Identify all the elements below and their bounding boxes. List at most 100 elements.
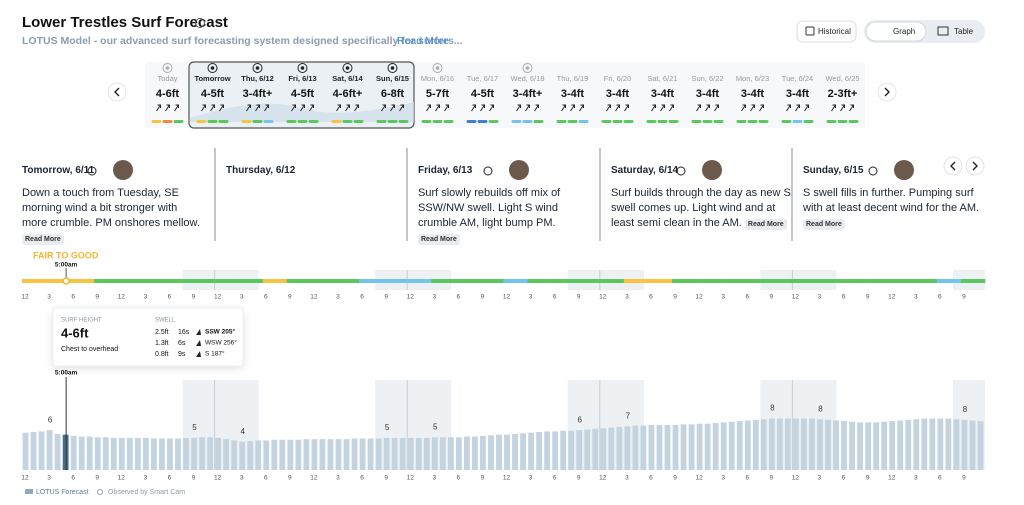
value-label: 8	[770, 404, 775, 413]
time-label: 3	[240, 475, 244, 482]
time-label: 6	[553, 475, 557, 482]
time-label: 3	[336, 475, 340, 482]
time-label: 3	[818, 294, 822, 301]
bar	[399, 437, 406, 470]
time-label: 6	[842, 294, 846, 301]
bar	[640, 425, 647, 470]
star-icon	[525, 66, 530, 70]
rating-segment	[623, 279, 649, 283]
graph-button[interactable]	[865, 21, 927, 42]
condition-bar	[196, 120, 207, 123]
day-height: 4-5ft	[291, 88, 315, 100]
bar	[552, 431, 559, 470]
read-more[interactable]: Read More	[803, 219, 845, 230]
day-height: 5-7ft	[426, 88, 450, 100]
rating-segment	[46, 279, 71, 283]
icon	[972, 161, 978, 171]
bar	[142, 437, 149, 470]
wind-arrow	[165, 104, 170, 112]
report-body: Down a touch from Tuesday, SE morning wi…	[22, 187, 200, 229]
next-report[interactable]	[965, 156, 985, 176]
swell-height: 2.5ft	[155, 329, 169, 336]
info-icon[interactable]	[195, 18, 205, 28]
forecaster-avatar	[113, 160, 133, 180]
bar	[223, 439, 230, 470]
condition-bar	[162, 120, 173, 123]
bar	[712, 423, 719, 470]
time-label: 12	[503, 475, 511, 482]
day-height: 4-6ft	[156, 88, 180, 100]
condition-bar	[308, 120, 319, 123]
day-label: Fri, 6/13	[288, 74, 316, 83]
report-body: Surf slowly rebuilds off mix of SSW/NW s…	[418, 187, 561, 229]
star-icon	[345, 66, 350, 70]
read-more[interactable]: Read More	[397, 35, 449, 47]
rating-segment	[696, 279, 721, 283]
next-button[interactable]	[877, 82, 897, 102]
time-label: 12	[21, 475, 29, 482]
bar	[159, 438, 165, 470]
wind-arrow	[696, 104, 701, 112]
rating-segment	[118, 279, 143, 283]
prev-report[interactable]	[943, 156, 963, 176]
condition-bar	[286, 120, 297, 123]
bar	[672, 425, 679, 470]
bar	[439, 437, 446, 470]
swell-arrow	[196, 351, 201, 357]
bar	[496, 434, 502, 470]
bar	[632, 425, 639, 470]
wind-arrow	[714, 104, 719, 112]
day-label: Sun, 6/15	[376, 74, 409, 83]
rating-segment	[912, 279, 938, 283]
read-more[interactable]: Read More	[744, 219, 787, 230]
bar	[784, 418, 791, 470]
time-label: 6	[71, 475, 75, 482]
report-body: S swell fills in further. Pumping surf w…	[803, 187, 980, 214]
bar	[447, 437, 454, 470]
star-icon	[162, 63, 173, 73]
historical-button[interactable]	[796, 20, 857, 43]
time-label: 6	[264, 475, 268, 482]
swell-period: 9s	[178, 351, 186, 358]
time-label: 9	[962, 475, 966, 482]
bar	[215, 437, 222, 470]
bar	[889, 421, 896, 470]
condition-bar	[623, 120, 634, 123]
bar	[680, 424, 687, 470]
rating-segment	[70, 279, 95, 283]
icon	[884, 87, 890, 97]
bar	[977, 421, 984, 470]
prev-button[interactable]	[107, 82, 127, 102]
read-more[interactable]: Read More	[22, 234, 64, 245]
bar	[688, 424, 695, 470]
condition-bar	[781, 120, 792, 123]
condition-bar	[567, 120, 578, 123]
star-icon	[165, 66, 170, 70]
bar	[825, 419, 831, 470]
wind-arrow	[849, 104, 854, 112]
forecaster-avatar	[509, 160, 529, 180]
day-height: 3-4ft+	[513, 88, 543, 100]
read-more[interactable]: Read More	[418, 234, 460, 245]
cursor-label: 5:00am	[55, 370, 78, 377]
time-label: 6	[649, 475, 653, 482]
value-label: 8	[963, 405, 968, 414]
time-label: 3	[625, 475, 629, 482]
bar	[648, 425, 655, 470]
swell-direction: WSW 256°	[205, 339, 237, 347]
wind-arrow	[579, 104, 584, 112]
star-icon	[207, 63, 218, 73]
time-label: 6	[360, 294, 364, 301]
bar	[351, 438, 358, 470]
wind-arrow	[651, 104, 656, 112]
condition-bar	[533, 120, 544, 123]
bar	[54, 434, 61, 470]
bar	[768, 418, 775, 470]
wind-arrow	[561, 104, 566, 112]
bar	[102, 437, 109, 470]
time-label: 12	[695, 475, 703, 482]
subtitle: LOTUS Model - our advanced surf forecast…	[22, 35, 463, 47]
value-label: 6	[578, 415, 583, 424]
bar	[616, 426, 623, 470]
